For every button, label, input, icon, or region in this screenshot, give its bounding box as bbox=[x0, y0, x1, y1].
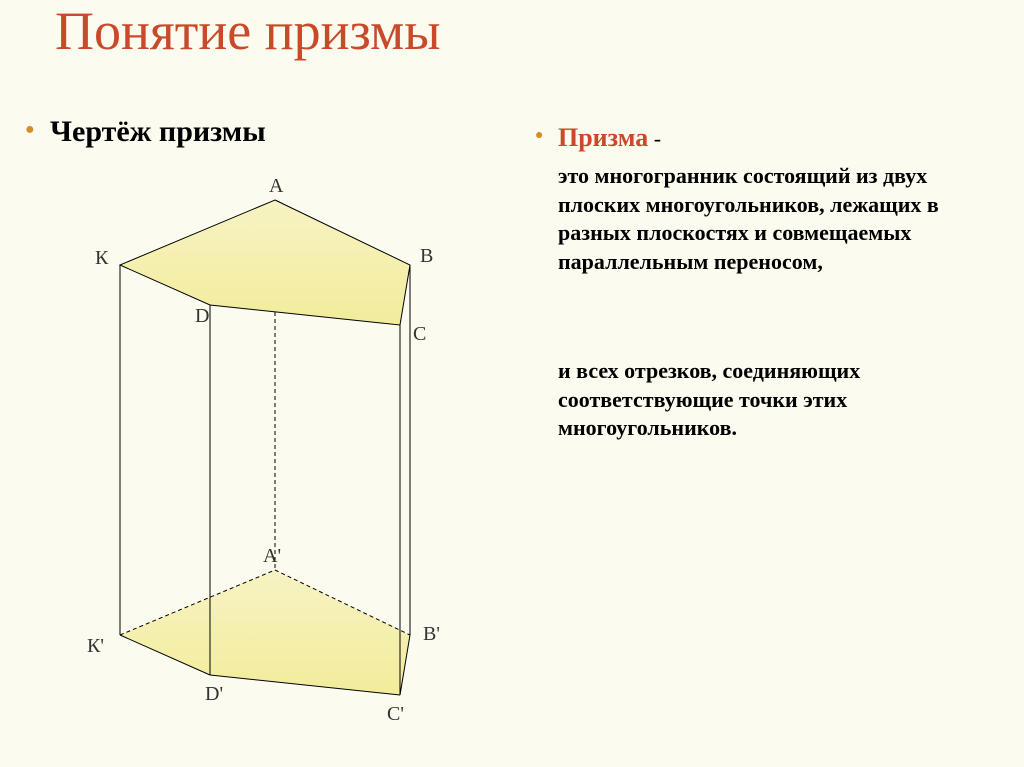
right-heading-dash: - bbox=[648, 126, 661, 151]
vertex-label: В bbox=[420, 245, 433, 268]
vertex-label: А bbox=[269, 175, 283, 198]
vertex-label: А' bbox=[263, 545, 281, 568]
definition-paragraph-1: это многогранник состоящий из двух плоск… bbox=[558, 162, 1003, 276]
right-heading-text: Призма bbox=[558, 123, 648, 152]
prism-diagram: А В С D К А' В' С' D' К' bbox=[65, 165, 495, 745]
slide: Понятие призмы Чертёж призмы Призма - эт… bbox=[0, 0, 1024, 767]
vertex-label: К bbox=[95, 247, 108, 270]
slide-title: Понятие призмы bbox=[55, 0, 441, 62]
right-heading: Призма - bbox=[558, 123, 661, 153]
vertex-label: С' bbox=[387, 703, 404, 726]
vertex-label: D bbox=[195, 305, 209, 328]
vertex-label: К' bbox=[87, 635, 104, 658]
left-heading: Чертёж призмы bbox=[50, 115, 266, 149]
vertex-label: D' bbox=[205, 683, 223, 706]
vertex-label: В' bbox=[423, 623, 440, 646]
vertex-label: С bbox=[413, 323, 426, 346]
definition-paragraph-2: и всех отрезков, соединяющих соответству… bbox=[558, 357, 1003, 443]
